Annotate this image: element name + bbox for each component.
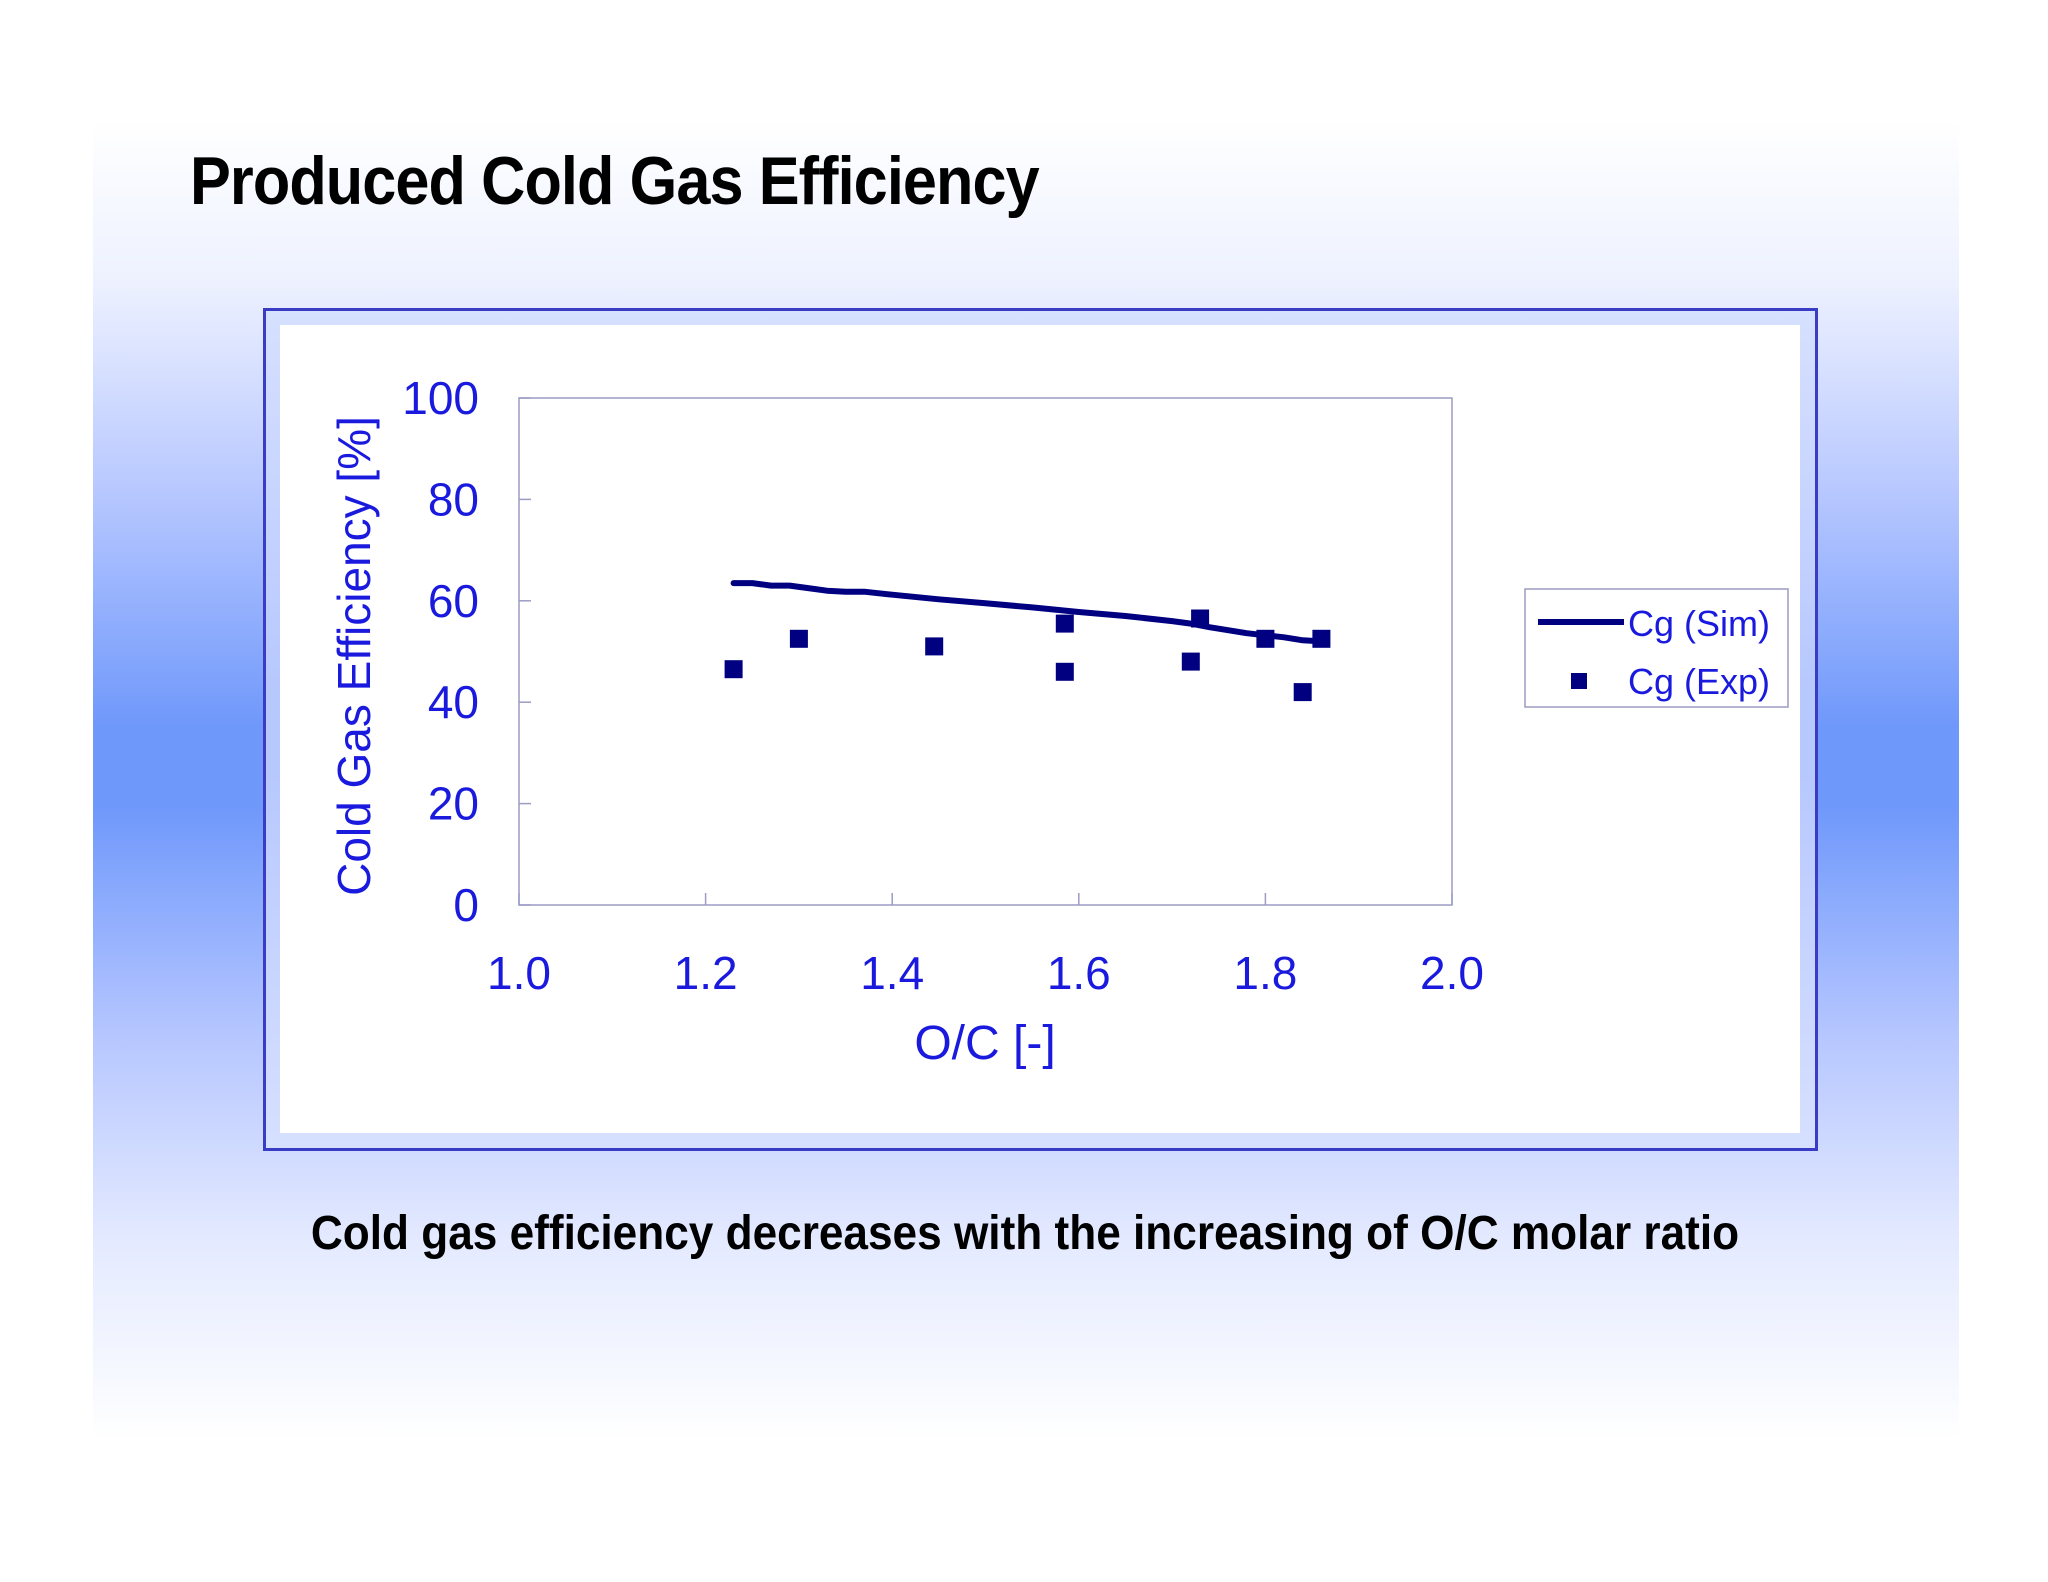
y-tick-label: 20 — [428, 778, 479, 830]
data-point-cg-exp — [1293, 683, 1312, 702]
data-point-cg-exp — [724, 660, 743, 679]
series-layer — [724, 580, 1331, 702]
x-tick-label: 1.0 — [487, 947, 551, 999]
legend-entry-sim: Cg (Sim) — [1628, 603, 1770, 644]
data-point-cg-exp — [789, 629, 808, 648]
series-line-cg-sim — [730, 580, 1325, 645]
x-tick-label: 1.4 — [860, 947, 924, 999]
slide-caption: Cold gas efficiency decreases with the i… — [310, 1207, 1740, 1260]
cold-gas-efficiency-chart: 0 20 40 60 80 100 1.0 1.2 1.4 1.6 1.8 2.0 Cold Gas… — [280, 325, 1800, 1133]
x-tick-label: 2.0 — [1420, 947, 1484, 999]
chart-frame: 0 20 40 60 80 100 1.0 1.2 1.4 1.6 1.8 2.0 Cold Gas… — [263, 308, 1818, 1151]
y-tick-label: 40 — [428, 676, 479, 728]
y-tick-label: 60 — [428, 575, 479, 627]
x-axis-label: O/C [-] — [914, 1017, 1055, 1070]
y-axis-label: Cold Gas Efficiency [%] — [328, 416, 380, 896]
data-point-cg-exp — [1191, 609, 1210, 628]
x-tick-label: 1.6 — [1047, 947, 1111, 999]
y-tick-label: 100 — [402, 372, 479, 424]
plot-area — [518, 397, 1453, 906]
x-tick-label: 1.2 — [674, 947, 738, 999]
legend-entry-exp: Cg (Exp) — [1628, 661, 1770, 702]
data-point-cg-exp — [1055, 614, 1074, 633]
legend-box — [1524, 588, 1789, 708]
legend: Cg (Sim) Cg (Exp) — [1524, 588, 1789, 708]
data-point-cg-exp — [1256, 629, 1275, 648]
data-point-cg-exp — [925, 637, 944, 656]
data-point-cg-exp — [1181, 652, 1200, 671]
slide-title: Produced Cold Gas Efficiency — [190, 143, 1040, 219]
y-axis: 0 20 40 60 80 100 — [402, 372, 531, 931]
x-axis: 1.0 1.2 1.4 1.6 1.8 2.0 — [487, 893, 1484, 999]
y-tick-label: 80 — [428, 473, 479, 525]
data-point-cg-exp — [1312, 629, 1331, 648]
x-tick-label: 1.8 — [1233, 947, 1297, 999]
chart-area — [280, 325, 1800, 1133]
y-tick-label: 0 — [453, 879, 479, 931]
data-point-cg-exp — [1055, 662, 1074, 681]
legend-square-marker — [1571, 673, 1587, 689]
